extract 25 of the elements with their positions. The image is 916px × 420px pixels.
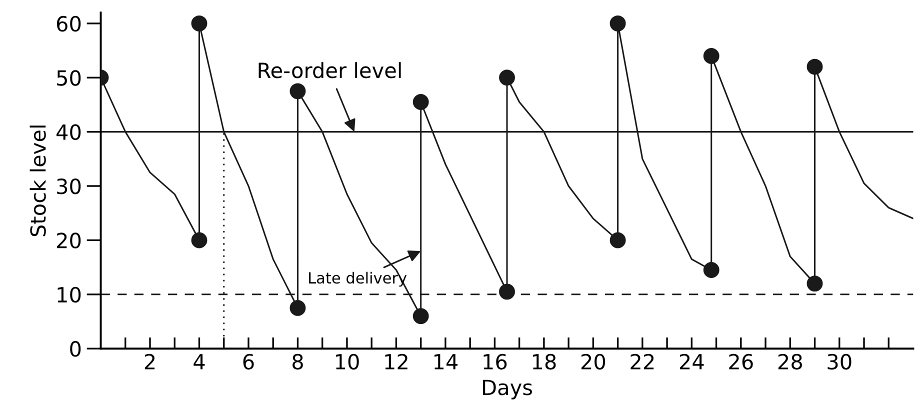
x-tick-label: 24 bbox=[680, 354, 704, 370]
annotation: Re-order level bbox=[258, 62, 401, 78]
x-tick-label: 12 bbox=[385, 354, 408, 370]
x-tick-label: 18 bbox=[532, 354, 556, 370]
y-tick-label: 20 bbox=[57, 232, 81, 248]
x-tick-label: 16 bbox=[484, 354, 507, 370]
y-tick-label: 10 bbox=[58, 286, 81, 303]
y-axis-title: Stock level bbox=[30, 126, 46, 236]
x-tick-label: 28 bbox=[778, 354, 802, 370]
y-tick-label: 40 bbox=[56, 124, 81, 140]
x-axis-title: Days bbox=[483, 380, 532, 400]
x-tick-label: 14 bbox=[434, 354, 458, 370]
y-tick-label: 60 bbox=[56, 16, 81, 32]
x-tick-label: 4 bbox=[194, 354, 205, 370]
x-tick-label: 2 bbox=[144, 354, 155, 370]
x-tick-label: 20 bbox=[581, 354, 606, 370]
x-tick-label: 30 bbox=[828, 354, 852, 370]
x-tick-label: 26 bbox=[729, 354, 753, 370]
y-tick-label: 30 bbox=[57, 178, 81, 194]
x-tick-label: 22 bbox=[630, 354, 654, 370]
x-tick-label: 8 bbox=[292, 354, 303, 370]
x-tick-label: 10 bbox=[336, 354, 359, 370]
y-tick-label: 0 bbox=[70, 341, 81, 357]
y-tick-label: 50 bbox=[57, 70, 81, 86]
x-tick-label: 6 bbox=[243, 354, 254, 370]
